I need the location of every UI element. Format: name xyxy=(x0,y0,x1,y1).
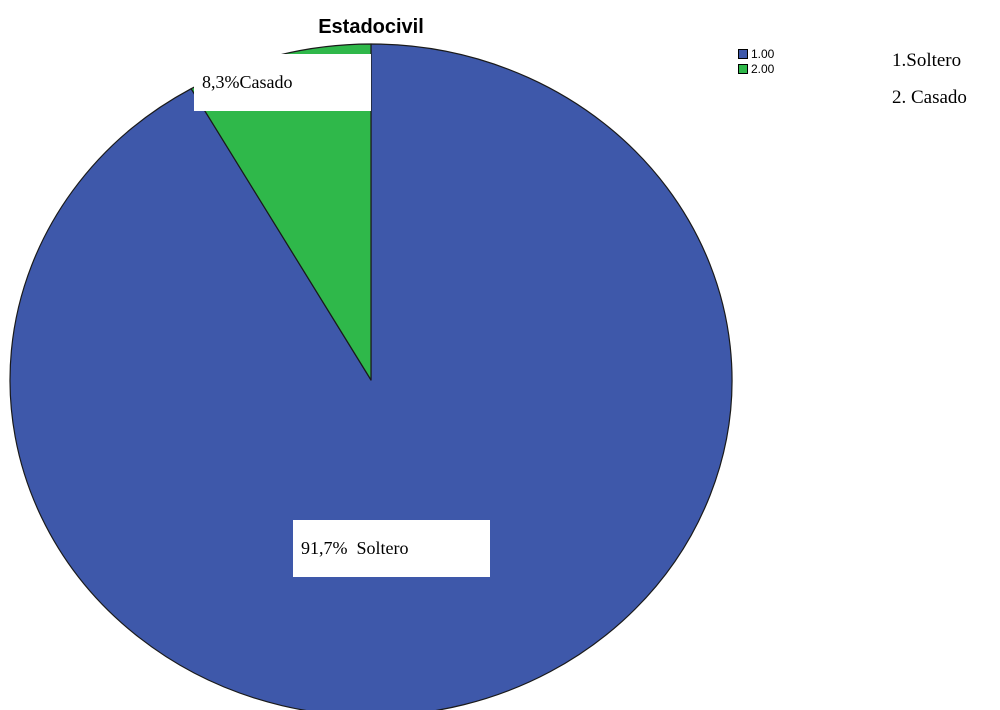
note-soltero: 1.Soltero xyxy=(892,50,962,71)
legend-label-1: 1.00 xyxy=(751,46,775,61)
legend-item-1: 1.00 xyxy=(738,46,774,61)
legend-swatch-1 xyxy=(738,48,748,59)
category-notes: 1.Soltero 2. Casado xyxy=(892,50,967,124)
legend-label-2: 2.00 xyxy=(751,61,775,76)
legend-item-2: 2.00 xyxy=(738,61,774,76)
legend: 1.00 2.00 xyxy=(738,46,774,76)
slice-label-soltero: 91,7% Soltero xyxy=(293,520,490,577)
legend-swatch-2 xyxy=(738,63,748,74)
slice-label-casado: 8,3%Casado xyxy=(194,54,371,111)
note-casado: 2. Casado xyxy=(892,87,967,108)
chart-title: Estadocivil xyxy=(318,16,424,38)
pie-slice-1 xyxy=(9,43,733,710)
